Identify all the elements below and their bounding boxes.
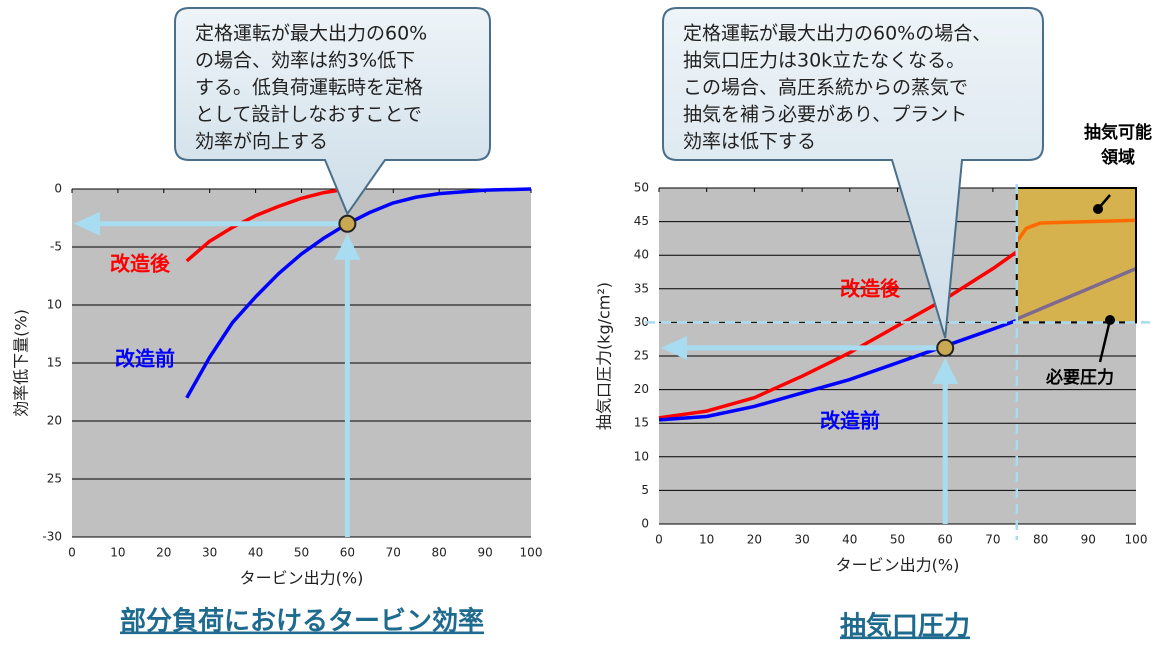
x-axis-label: タービン出力(%) (240, 569, 364, 588)
x-tick-label: 10 (699, 533, 714, 547)
callout-text: として設計しなおすことで (195, 104, 422, 126)
arrow-head (334, 233, 361, 260)
required-label: 必要圧力 (1045, 367, 1114, 388)
y-tick-label: 5 (641, 483, 649, 497)
series-line (658, 250, 1018, 420)
x-tick-label: 80 (432, 546, 447, 560)
x-tick-label: 40 (248, 546, 263, 560)
x-tick-label: 20 (747, 533, 762, 547)
y-tick-label: 25 (634, 349, 649, 363)
y-tick-label: 15 (47, 356, 62, 370)
chart-title: 抽気口圧力 (840, 611, 970, 642)
arrow-head (932, 357, 959, 384)
x-tick-label: 40 (842, 533, 857, 547)
y-axis-label: 効率低下量(%) (12, 309, 31, 417)
callout-text: する。低負荷運転時を定格 (195, 77, 423, 99)
y-tick-label: -30 (42, 530, 62, 544)
region-label: 領域 (1101, 147, 1135, 168)
x-axis-label: タービン出力(%) (836, 556, 960, 575)
callout-text: 定格運転が最大出力の60%の場合、 (683, 23, 991, 45)
x-tick-label: 60 (340, 546, 355, 560)
x-tick-label: 60 (938, 533, 953, 547)
x-tick-label: 90 (477, 546, 492, 560)
callout-text: 効率は低下する (683, 131, 816, 153)
series-line (1016, 267, 1137, 321)
y-tick-label: 0 (54, 182, 62, 196)
y-tick-label: 20 (47, 414, 62, 428)
y-tick-label: 20 (634, 382, 649, 396)
y-axis-label: 抽気口圧力(kg/cm²) (595, 282, 614, 430)
x-tick-label: 0 (68, 546, 76, 560)
x-tick-label: 50 (890, 533, 905, 547)
callout-text: 抽気口圧力は30k立たなくなる。 (683, 50, 965, 72)
y-tick-label: -5 (50, 240, 62, 254)
y-tick-label: 25 (47, 472, 62, 486)
y-tick-label: 0 (641, 517, 649, 531)
chart-title: 部分負荷におけるタービン効率 (120, 606, 484, 637)
series-line (185, 187, 532, 399)
y-tick-label: 45 (634, 214, 649, 228)
y-tick-label: 40 (634, 248, 649, 262)
x-tick-label: 0 (655, 533, 663, 547)
y-tick-label: 50 (634, 181, 649, 195)
x-tick-label: 70 (386, 546, 401, 560)
series-label: 改造後 (110, 252, 171, 276)
y-tick-label: 10 (634, 449, 649, 463)
x-tick-label: 100 (1125, 533, 1148, 547)
pointer-line (1098, 319, 1112, 363)
region (1016, 188, 1136, 323)
region-label: 抽気可能 (1084, 122, 1152, 143)
series-label: 改造後 (840, 277, 901, 301)
series-line (1015, 218, 1137, 243)
series-line (185, 187, 348, 263)
series-line (658, 318, 1018, 422)
series-label: 改造前 (820, 409, 880, 433)
y-tick-label: 30 (634, 315, 649, 329)
callout (174, 7, 491, 216)
callout (662, 7, 1044, 339)
callout-text: の場合、効率は約3%低下 (195, 50, 415, 72)
callout-text: 効率が向上する (195, 131, 328, 153)
x-tick-label: 30 (202, 546, 217, 560)
x-tick-label: 10 (110, 546, 125, 560)
x-tick-label: 30 (794, 533, 809, 547)
x-tick-label: 90 (1081, 533, 1096, 547)
y-tick-label: 10 (47, 298, 62, 312)
pointer-line (1097, 194, 1111, 210)
y-tick-label: 35 (634, 281, 649, 295)
marker (338, 214, 357, 233)
y-tick-label: 15 (634, 416, 649, 430)
arrow-head (661, 335, 687, 360)
x-tick-label: 70 (985, 533, 1000, 547)
x-tick-label: 50 (294, 546, 309, 560)
callout-text: 抽気を補う必要があり、プラント (683, 104, 967, 126)
series-label: 改造前 (115, 347, 175, 371)
x-tick-label: 20 (156, 546, 171, 560)
callout-text: この場合、高圧系統からの蒸気で (683, 77, 968, 99)
marker (936, 338, 955, 357)
callout-text: 定格運転が最大出力の60% (195, 23, 427, 45)
arrow-head (74, 211, 100, 236)
x-tick-label: 100 (520, 546, 543, 560)
x-tick-label: 80 (1033, 533, 1048, 547)
